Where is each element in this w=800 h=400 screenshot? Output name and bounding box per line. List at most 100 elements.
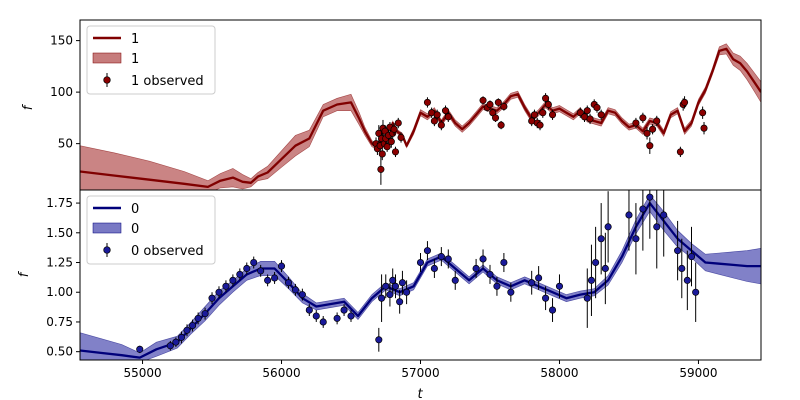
bottom-observed-point bbox=[660, 211, 668, 219]
bottom-legend-band-label: 0 bbox=[131, 222, 139, 237]
bottom-observed-point bbox=[271, 274, 279, 282]
top-observed-point bbox=[437, 121, 445, 129]
bottom-observed-point bbox=[319, 318, 327, 326]
top-observed-point bbox=[700, 124, 708, 132]
bottom-xlabel: t bbox=[417, 387, 423, 400]
bottom-xtick-label: 58000 bbox=[540, 366, 578, 380]
bottom-observed-point bbox=[333, 314, 341, 322]
bottom-axes: 0.50 0.75 1.00 1.25 1.50 1.75 55000 56000 57000 5… bbox=[46, 196, 717, 380]
top-observed-point bbox=[593, 104, 601, 112]
bottom-observed-point bbox=[340, 306, 348, 314]
bottom-observed-point bbox=[305, 306, 313, 314]
bottom-observed-point bbox=[183, 326, 191, 334]
top-legend-line-label: 1 bbox=[131, 32, 139, 47]
bottom-xtick-label: 55000 bbox=[123, 366, 161, 380]
bottom-legend-line-label: 0 bbox=[131, 202, 139, 217]
bottom-observed-point bbox=[507, 288, 515, 296]
top-observed-point bbox=[479, 96, 487, 104]
bottom-observed-point bbox=[601, 264, 609, 273]
top-observed-point bbox=[542, 94, 550, 102]
top-observed-point bbox=[632, 119, 640, 127]
top-observed-point bbox=[643, 129, 651, 137]
bottom-observed-point bbox=[189, 321, 197, 330]
bottom-observed-point bbox=[208, 294, 216, 302]
bottom-observed-point bbox=[347, 312, 355, 320]
bottom-observed-point bbox=[229, 276, 237, 284]
bottom-observed-point bbox=[386, 291, 394, 299]
bottom-legend-points-label: 0 observed bbox=[131, 244, 204, 259]
bottom-observed-point bbox=[277, 262, 286, 270]
top-observed-point bbox=[441, 107, 450, 115]
bottom-observed-point bbox=[194, 314, 202, 322]
bottom-observed-point bbox=[548, 306, 557, 314]
top-legend-points-label: 1 observed bbox=[131, 74, 204, 89]
top-ytick-label: 100 bbox=[50, 85, 73, 99]
top-observed-point bbox=[649, 125, 657, 133]
top-observed-point bbox=[681, 98, 689, 106]
bottom-observed-point bbox=[298, 291, 306, 299]
bottom-xtick-label: 57000 bbox=[401, 366, 439, 380]
top-panel: 50 100 150 f 1 1 1 observed bbox=[21, 19, 762, 191]
bottom-observed-point bbox=[653, 223, 661, 231]
bottom-observed-point bbox=[479, 255, 487, 263]
bottom-ytick-label: 1.75 bbox=[46, 196, 73, 210]
top-observed-point bbox=[491, 114, 500, 122]
top-observed-point bbox=[544, 100, 552, 109]
top-ytick-label: 50 bbox=[58, 137, 73, 151]
top-observed-point bbox=[639, 114, 647, 122]
bottom-observed-point bbox=[528, 279, 536, 287]
top-observed-point bbox=[583, 107, 591, 115]
top-observed-point bbox=[397, 133, 405, 142]
top-observed-point bbox=[433, 111, 441, 119]
top-observed-point bbox=[378, 150, 386, 158]
bottom-observed-point bbox=[493, 282, 501, 290]
bottom-observed-point bbox=[632, 235, 640, 243]
bottom-observed-point bbox=[423, 247, 431, 255]
bottom-observed-point bbox=[604, 223, 612, 231]
bottom-observed-point bbox=[396, 298, 404, 306]
top-ylabel: f bbox=[21, 103, 36, 110]
bottom-observed-point bbox=[555, 282, 564, 290]
top-axes: 50 100 150 bbox=[50, 34, 80, 151]
bottom-observed-point bbox=[500, 258, 508, 267]
bottom-observed-point bbox=[597, 235, 605, 243]
top-observed-point bbox=[548, 111, 557, 119]
top-legend-band-swatch bbox=[92, 52, 122, 64]
top-observed-point bbox=[387, 138, 395, 146]
bottom-observed-point bbox=[215, 288, 223, 296]
bottom-observed-point bbox=[416, 258, 425, 267]
bottom-observed-point bbox=[264, 276, 272, 284]
bottom-observed-point bbox=[222, 282, 230, 290]
bottom-observed-point bbox=[683, 276, 691, 284]
bottom-observed-point bbox=[486, 270, 494, 278]
bottom-observed-point bbox=[243, 264, 251, 273]
top-observed-point bbox=[653, 117, 661, 125]
bottom-observed-point bbox=[587, 276, 595, 284]
top-observed-point bbox=[699, 109, 707, 117]
bottom-observed-point bbox=[472, 264, 480, 273]
top-observed-point bbox=[539, 109, 547, 117]
bottom-observed-point bbox=[172, 338, 180, 346]
bottom-observed-point bbox=[583, 294, 591, 302]
bottom-observed-point bbox=[674, 247, 682, 255]
bottom-observed-point bbox=[291, 286, 299, 294]
bottom-observed-point bbox=[625, 211, 633, 219]
top-observed-point bbox=[486, 100, 494, 109]
bottom-ytick-label: 1.00 bbox=[46, 285, 73, 299]
top-observed-point bbox=[423, 98, 431, 106]
bottom-observed-point bbox=[312, 312, 320, 320]
top-observed-point bbox=[494, 98, 502, 106]
bottom-observed-point bbox=[136, 345, 144, 353]
bottom-observed-point bbox=[692, 288, 700, 296]
bottom-ytick-label: 0.75 bbox=[46, 315, 73, 329]
top-observed-point bbox=[586, 115, 594, 123]
bottom-observed-point bbox=[646, 193, 654, 201]
top-observed-point bbox=[530, 111, 539, 119]
top-legend-band-label: 1 bbox=[131, 52, 139, 67]
top-legend-box bbox=[86, 25, 216, 95]
top-observed-point bbox=[383, 143, 391, 151]
bottom-observed-point bbox=[250, 258, 258, 267]
bottom-observed-point bbox=[382, 282, 390, 290]
bottom-observed-point bbox=[398, 279, 406, 287]
bottom-observed-point bbox=[430, 264, 438, 273]
